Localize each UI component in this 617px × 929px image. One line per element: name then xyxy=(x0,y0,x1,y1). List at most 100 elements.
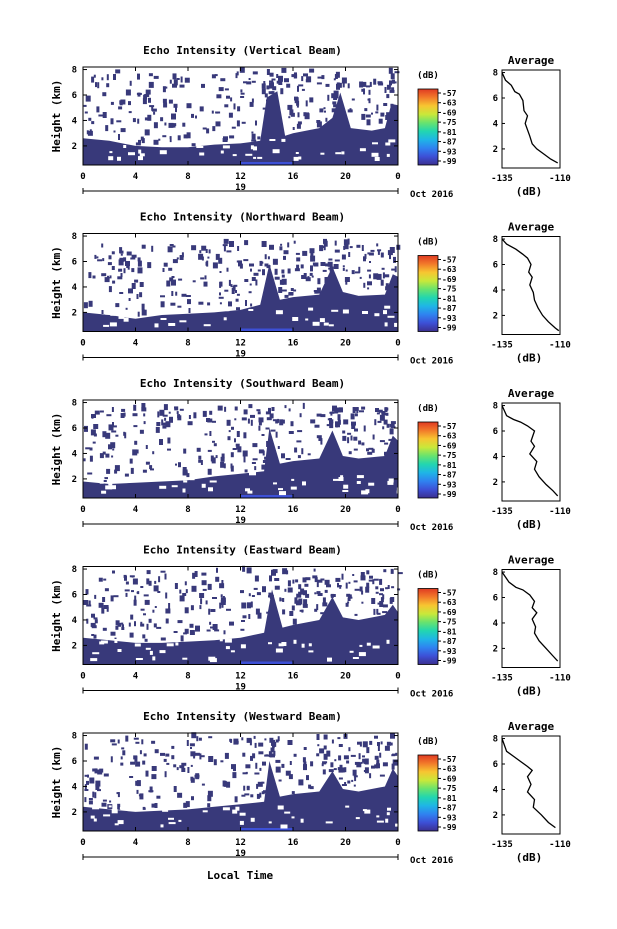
echo-speck xyxy=(107,262,112,266)
x-tick-label: 16 xyxy=(288,672,299,682)
colorbar-unit-label: (dB) xyxy=(417,404,439,414)
echo-speck xyxy=(317,593,323,596)
echo-speck xyxy=(296,257,301,262)
echo-speck xyxy=(119,292,124,294)
echo-speck xyxy=(361,601,364,604)
echo-speck xyxy=(359,410,364,413)
echo-speck xyxy=(384,87,387,93)
echo-speck xyxy=(129,458,133,464)
echo-speck xyxy=(149,465,153,470)
echo-speck xyxy=(245,300,247,306)
echo-speck xyxy=(117,739,120,744)
echo-speck xyxy=(162,135,167,138)
y-tick-label: 8 xyxy=(72,399,77,409)
echo-speck xyxy=(250,601,253,608)
colorbar-tick-label: -57 xyxy=(442,755,457,764)
echo-speck xyxy=(270,81,274,86)
echo-gap xyxy=(384,322,388,327)
echo-gap xyxy=(92,652,100,655)
echo-speck xyxy=(257,411,261,415)
echo-gap xyxy=(366,642,371,646)
echo-speck xyxy=(177,792,183,798)
echo-speck xyxy=(341,573,344,580)
echo-speck xyxy=(163,86,168,89)
x-tick-label: 4 xyxy=(133,505,139,515)
echo-speck xyxy=(194,571,198,577)
echo-speck xyxy=(219,281,222,288)
echo-speck xyxy=(133,425,138,428)
echo-speck xyxy=(143,613,146,616)
echo-speck xyxy=(191,585,197,592)
echo-speck xyxy=(269,575,272,582)
echo-speck xyxy=(350,435,353,441)
echo-gap xyxy=(358,652,366,657)
echo-speck xyxy=(342,267,345,271)
echo-speck xyxy=(377,746,380,751)
echo-speck xyxy=(312,575,318,579)
echo-speck xyxy=(284,294,289,298)
echo-speck xyxy=(320,414,326,418)
echo-gap xyxy=(103,814,111,817)
echo-speck xyxy=(141,407,147,412)
echo-speck xyxy=(269,244,274,250)
echo-speck xyxy=(98,577,103,582)
x-tick-label: 0 xyxy=(395,838,400,848)
echo-speck xyxy=(367,451,373,455)
echo-speck xyxy=(175,106,177,113)
echo-speck xyxy=(119,100,125,105)
echo-speck xyxy=(153,75,159,79)
colorbar-tick-label: -93 xyxy=(442,480,457,489)
echo-speck xyxy=(160,570,166,573)
echo-speck xyxy=(290,288,294,291)
echo-speck xyxy=(366,119,371,126)
echo-speck xyxy=(129,776,134,778)
echo-speck xyxy=(144,129,150,136)
echo-speck xyxy=(169,277,174,282)
echo-speck xyxy=(383,419,388,425)
echo-speck xyxy=(266,69,270,75)
echo-speck xyxy=(353,784,356,787)
echo-speck xyxy=(124,589,130,592)
echo-speck xyxy=(214,629,220,632)
echo-speck xyxy=(281,278,287,285)
x-tick-label: 0 xyxy=(80,838,85,848)
echo-speck xyxy=(143,594,149,597)
echo-speck xyxy=(145,89,151,95)
echo-speck xyxy=(320,612,326,615)
echo-speck xyxy=(228,430,231,433)
echo-gap xyxy=(302,481,306,486)
echo-speck xyxy=(259,792,262,798)
echo-speck xyxy=(232,285,236,291)
echo-speck xyxy=(333,104,338,108)
colorbar-tick-label: -69 xyxy=(442,774,457,783)
echo-speck xyxy=(230,452,234,458)
echo-speck xyxy=(249,263,254,267)
y-tick-label: 2 xyxy=(72,641,77,651)
echo-speck xyxy=(241,602,247,609)
echo-speck xyxy=(226,608,231,611)
average-frame xyxy=(501,69,561,169)
echo-gap xyxy=(93,818,97,822)
echo-speck xyxy=(121,747,125,750)
echo-speck xyxy=(226,250,232,253)
echo-speck xyxy=(153,585,159,592)
echo-speck xyxy=(323,238,327,244)
colorbar-tick-label: -57 xyxy=(442,89,457,98)
echo-speck xyxy=(208,756,214,762)
echo-speck xyxy=(173,786,177,792)
echo-speck xyxy=(149,105,155,108)
echo-speck xyxy=(388,67,393,74)
echo-speck xyxy=(275,759,281,763)
echo-speck xyxy=(136,449,139,454)
echo-speck xyxy=(282,598,285,602)
echo-speck xyxy=(257,612,262,619)
echo-speck xyxy=(299,413,302,418)
echo-speck xyxy=(102,799,107,802)
echo-speck xyxy=(333,90,339,97)
echo-speck xyxy=(207,468,212,475)
echo-speck xyxy=(251,277,256,281)
echo-speck xyxy=(345,582,348,589)
echo-speck xyxy=(128,111,132,114)
echo-speck xyxy=(386,84,391,90)
